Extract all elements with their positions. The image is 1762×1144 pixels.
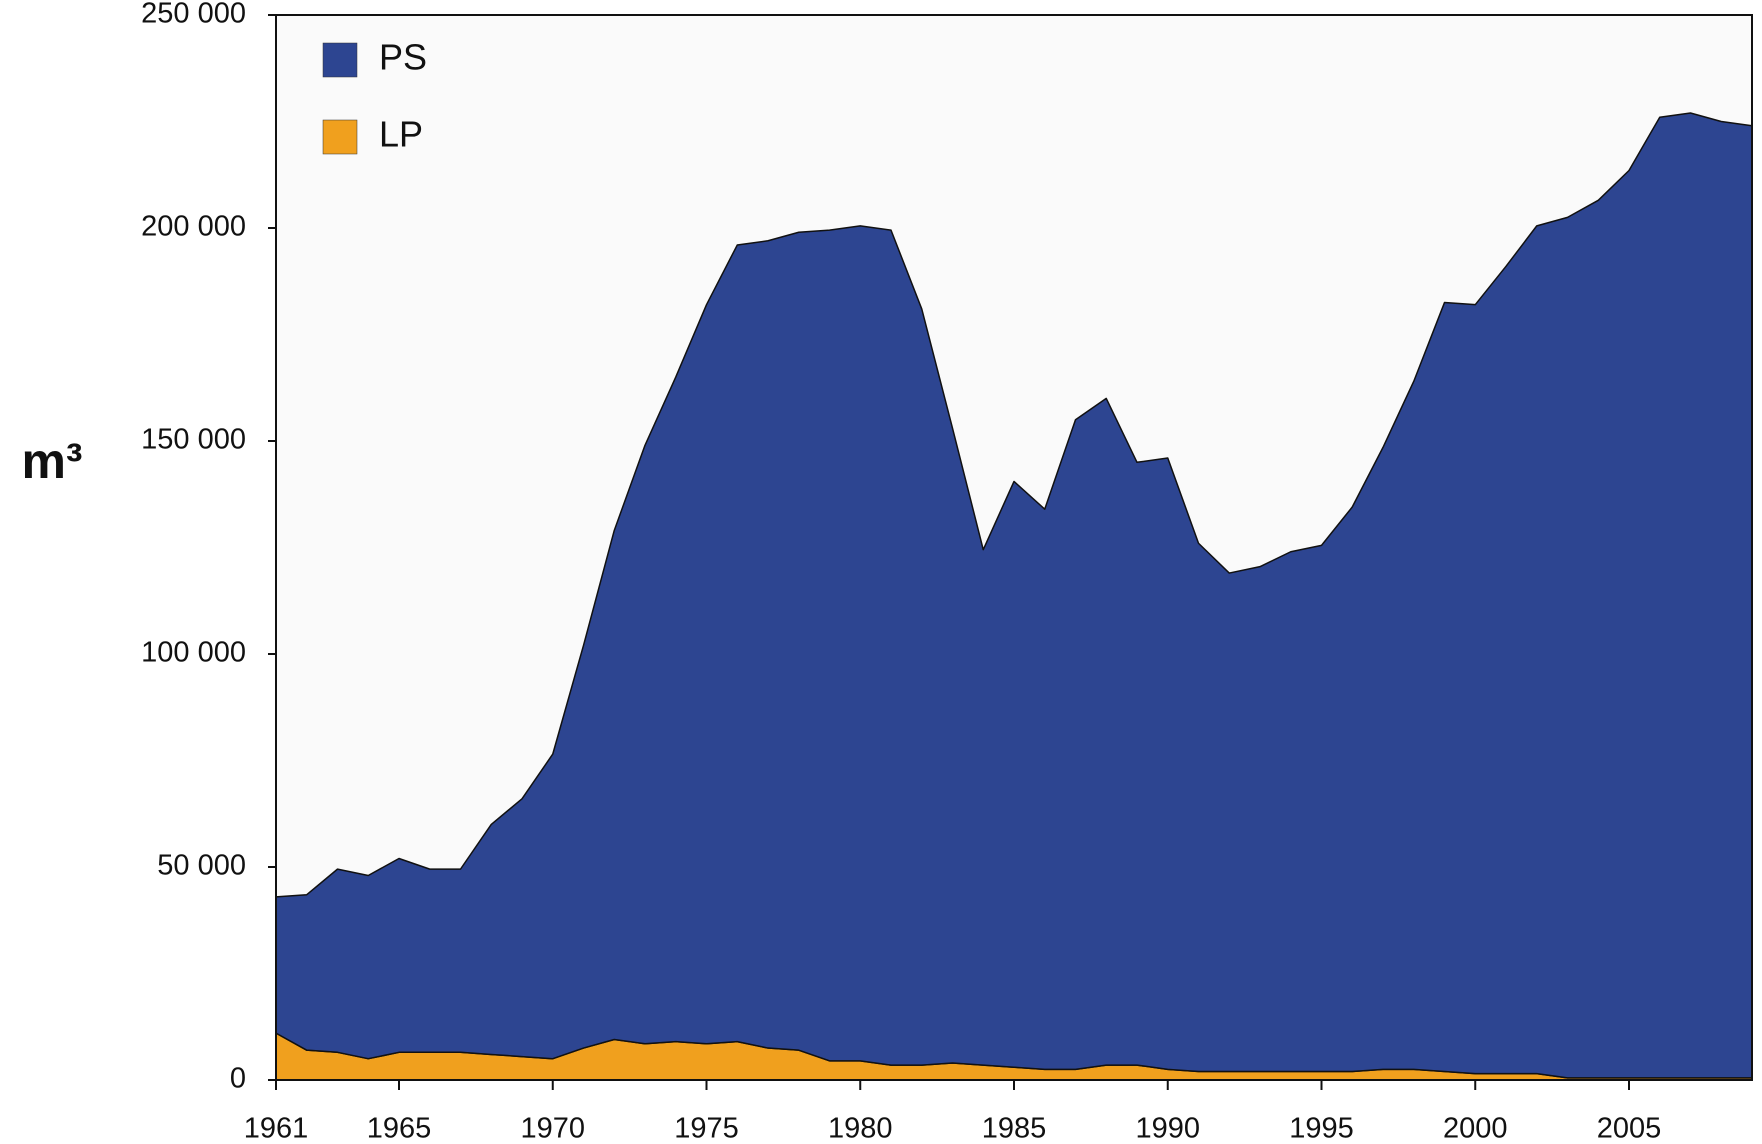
- x-tick-label: 2005: [1597, 1113, 1662, 1144]
- y-tick-label: 100 000: [141, 637, 246, 669]
- legend-label: LP: [379, 114, 423, 155]
- x-tick-label: 1985: [982, 1113, 1047, 1144]
- x-tick-label: 1970: [520, 1113, 585, 1144]
- x-tick-label: 1980: [828, 1113, 893, 1144]
- y-tick-label: 250 000: [141, 0, 246, 30]
- legend-label: PS: [379, 37, 427, 78]
- x-tick-label: 1965: [367, 1113, 432, 1144]
- x-tick-label: 1961: [244, 1113, 309, 1144]
- y-tick-label: 0: [230, 1063, 246, 1095]
- legend-swatch: [322, 119, 358, 155]
- x-tick-label: 1995: [1289, 1113, 1354, 1144]
- y-tick-label: 200 000: [141, 211, 246, 243]
- x-tick-label: 1975: [674, 1113, 739, 1144]
- x-tick-label: 2000: [1443, 1113, 1508, 1144]
- x-tick-label: 1990: [1135, 1113, 1200, 1144]
- y-tick-label: 150 000: [141, 424, 246, 456]
- y-axis-label: m³: [21, 433, 82, 489]
- y-tick-label: 50 000: [157, 850, 246, 882]
- legend-swatch: [322, 42, 358, 78]
